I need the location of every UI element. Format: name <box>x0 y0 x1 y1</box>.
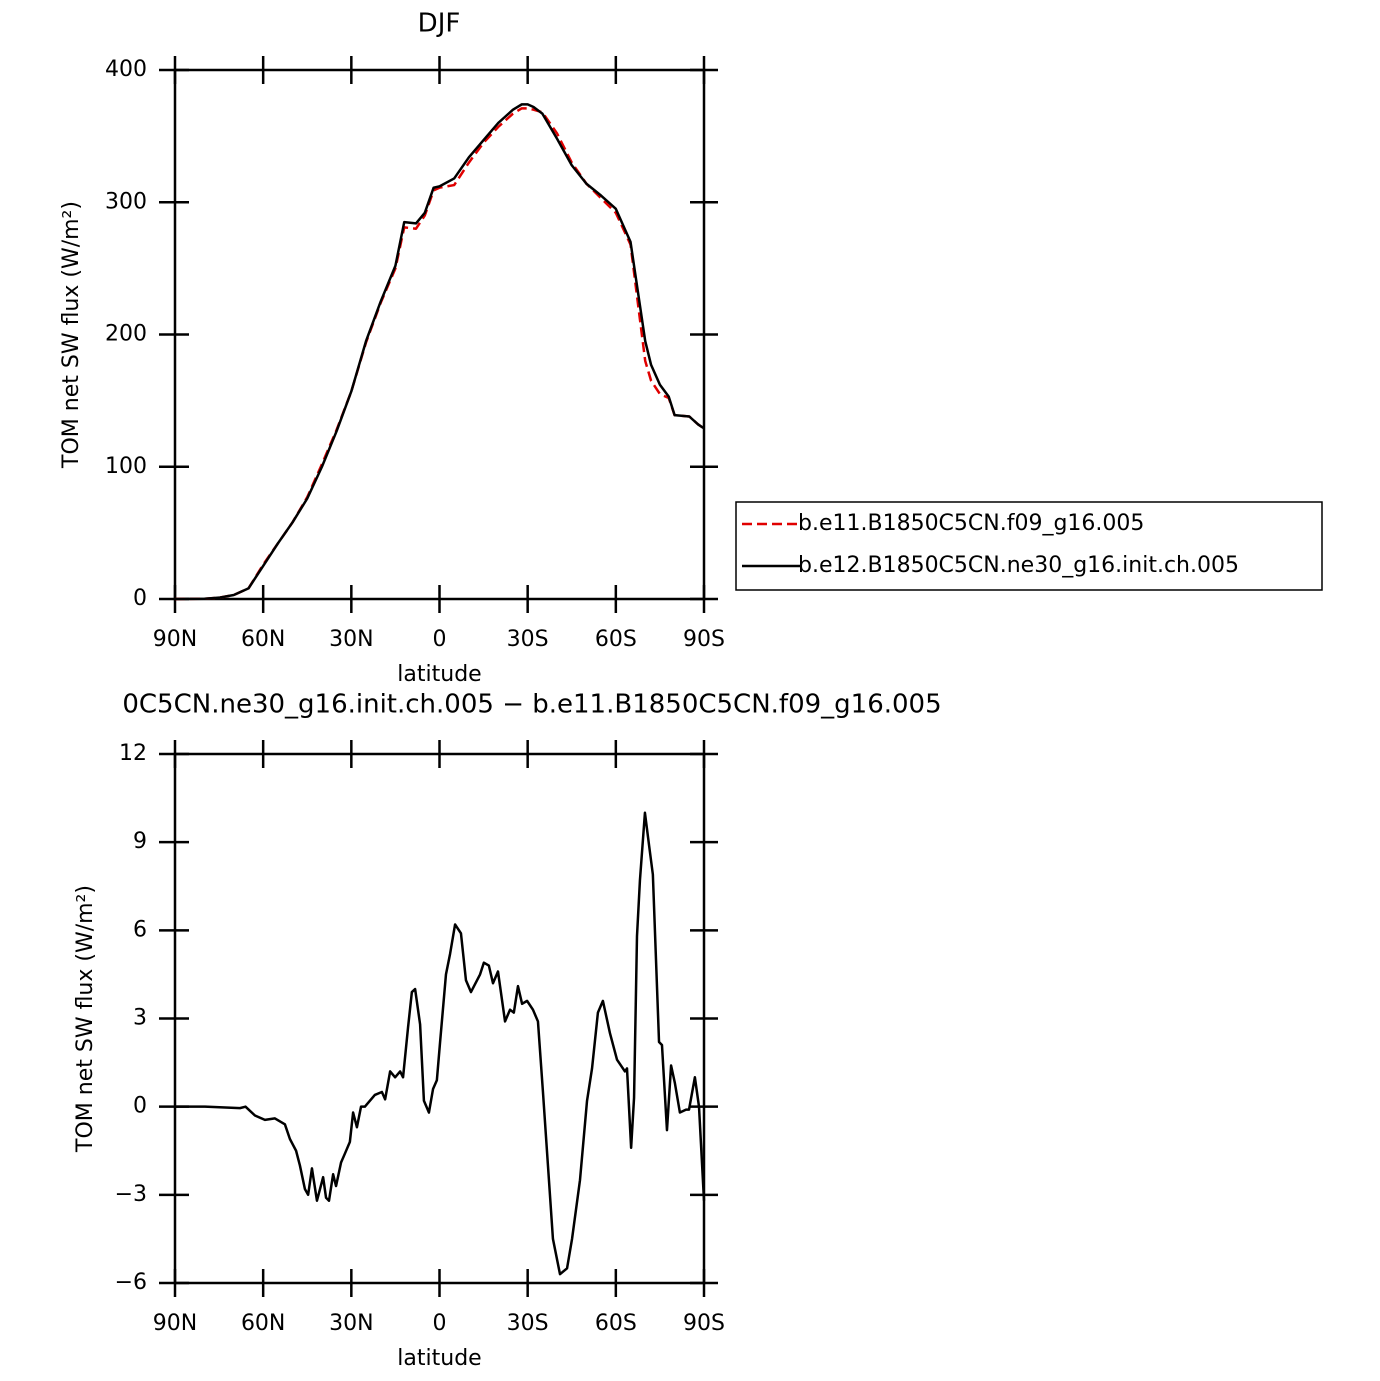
x-tick-label: 0 <box>433 627 447 652</box>
y-tick-label: 0 <box>133 1094 147 1119</box>
y-tick-label: −3 <box>115 1182 147 1207</box>
legend-box <box>735 501 1323 591</box>
data-line <box>174 107 705 601</box>
plot-frame <box>173 68 706 601</box>
x-tick-label: 60N <box>241 1311 285 1336</box>
plot-frame <box>173 752 706 1285</box>
y-tick-label: 300 <box>105 189 147 214</box>
x-axis-label: latitude <box>397 662 481 687</box>
y-tick-label: 9 <box>133 829 147 854</box>
x-tick-label: 90N <box>153 1311 197 1336</box>
x-tick-label: 90N <box>153 627 197 652</box>
legend-label: b.e11.B1850C5CN.f09_g16.005 <box>798 511 1144 536</box>
y-tick-label: −6 <box>115 1270 147 1295</box>
y-tick-label: 6 <box>133 917 147 942</box>
y-tick-label: 12 <box>119 741 147 766</box>
x-tick-label: 90S <box>683 627 725 652</box>
data-line <box>174 103 705 601</box>
y-tick-label: 400 <box>105 57 147 82</box>
y-tick-label: 3 <box>133 1006 147 1031</box>
y-tick-label: 0 <box>133 586 147 611</box>
x-tick-label: 90S <box>683 1311 725 1336</box>
y-axis-label: TOM net SW flux (W/m²) <box>73 885 98 1153</box>
chart-title: 0C5CN.ne30_g16.init.ch.005 − b.e11.B1850… <box>122 690 941 720</box>
legend-label: b.e12.B1850C5CN.ne30_g16.init.ch.005 <box>798 553 1239 578</box>
x-axis-label: latitude <box>397 1346 481 1371</box>
data-line <box>175 811 706 1276</box>
y-tick-label: 200 <box>105 322 147 347</box>
chart-title: DJF <box>418 9 461 39</box>
x-tick-label: 60S <box>595 1311 637 1336</box>
x-tick-label: 60N <box>241 627 285 652</box>
x-tick-label: 30S <box>507 627 549 652</box>
x-tick-label: 60S <box>595 627 637 652</box>
x-tick-label: 0 <box>433 1311 447 1336</box>
y-tick-label: 100 <box>105 454 147 479</box>
x-tick-label: 30N <box>329 1311 373 1336</box>
y-axis-label: TOM net SW flux (W/m²) <box>59 201 84 469</box>
x-tick-label: 30N <box>329 627 373 652</box>
x-tick-label: 30S <box>507 1311 549 1336</box>
